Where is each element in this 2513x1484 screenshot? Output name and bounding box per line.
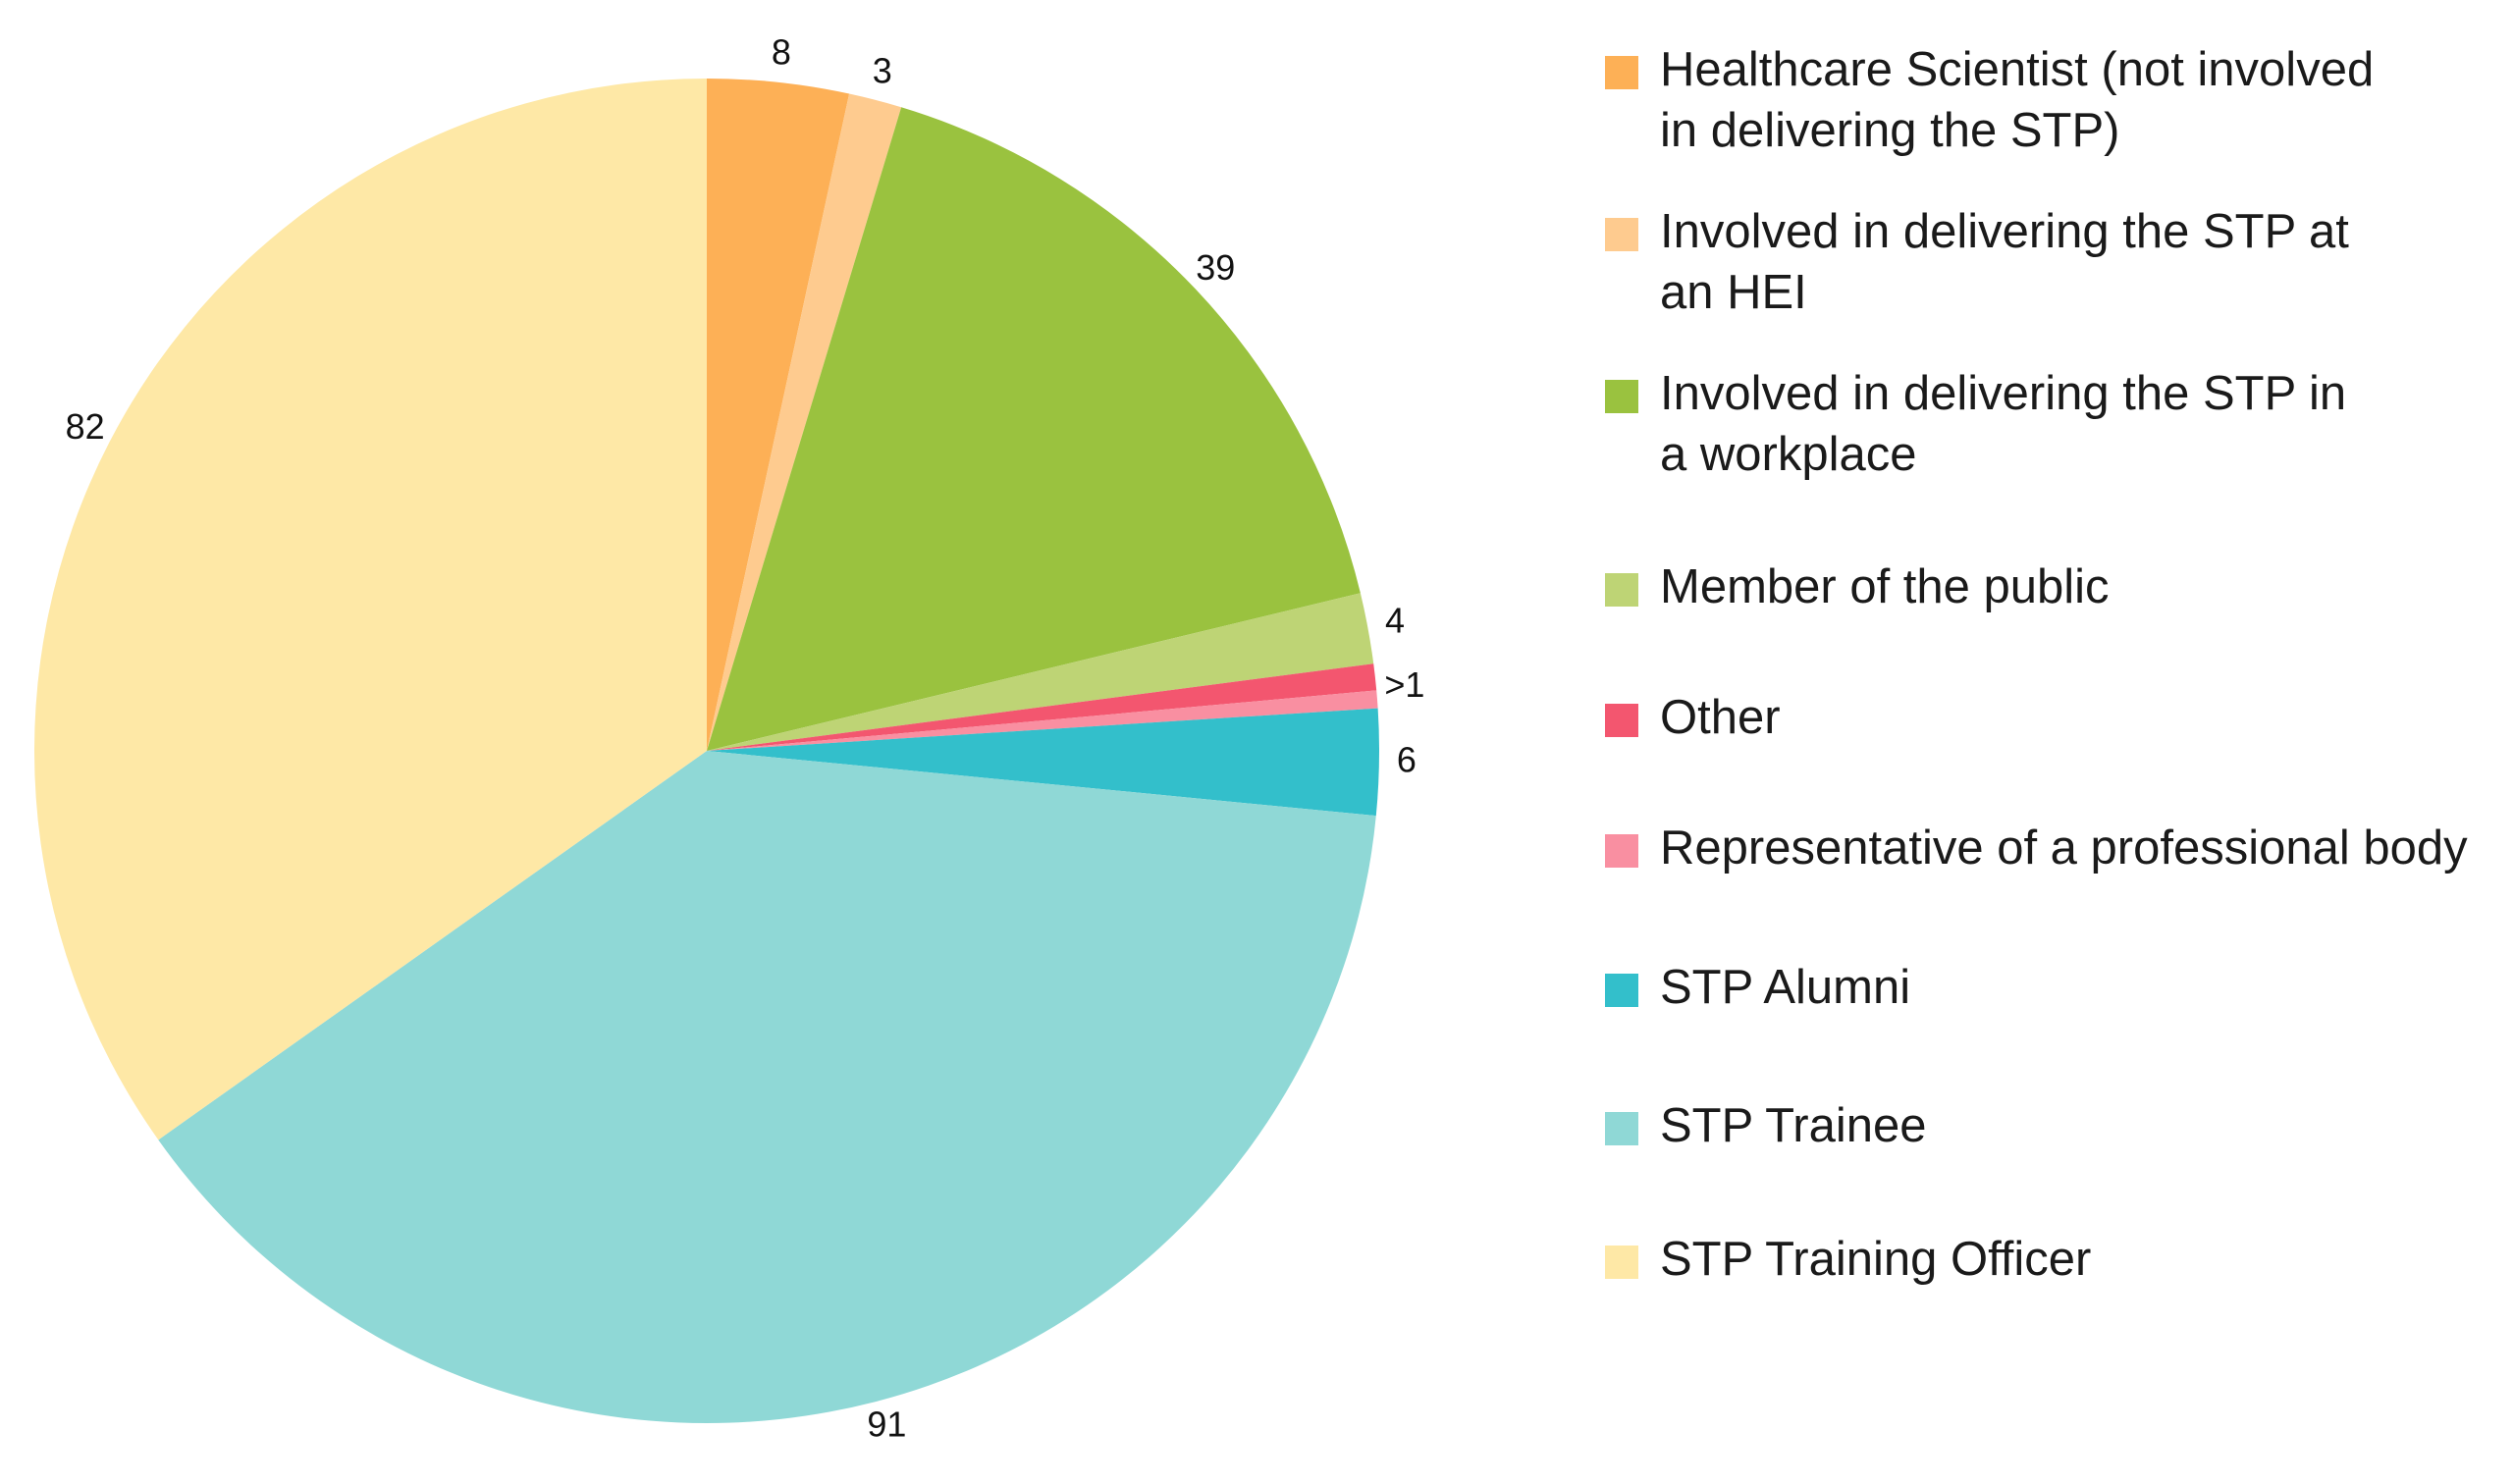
legend-swatch — [1605, 380, 1638, 413]
legend-item-healthcare-scientist: Healthcare Scientist (not involved in de… — [1605, 39, 2374, 161]
data-label-involved-in-delivering-the-stp-at-an-hei: 3 — [873, 50, 892, 90]
legend-swatch — [1605, 1246, 1638, 1279]
legend-label: STP Alumni — [1660, 961, 1911, 1014]
legend-label: Healthcare Scientist (not involved in de… — [1660, 43, 2375, 157]
pie-slice-stp-alumni — [707, 708, 1380, 817]
legend-label: STP Training Officer — [1660, 1233, 2092, 1286]
pie-chart: 8 3 39 4 >1 6 91 82 — [33, 32, 1425, 1445]
legend-item-workplace: Involved in delivering the STP in a work… — [1605, 363, 2346, 485]
legend-item-other: Other — [1605, 687, 1781, 748]
slice-labels: 8 3 39 4 >1 6 91 82 — [66, 32, 1425, 1445]
legend-item-alumni: STP Alumni — [1605, 957, 1910, 1018]
pie-slices — [33, 78, 1380, 1424]
legend-swatch — [1605, 704, 1638, 737]
data-label-member-of-the-public: 4 — [1385, 600, 1405, 640]
data-label-stp-training-officer: 82 — [66, 406, 105, 447]
legend-item-professional-body: Representative of a professional body — [1605, 818, 2468, 878]
legend-swatch — [1605, 56, 1638, 89]
legend-label: Member of the public — [1660, 560, 2110, 613]
data-label-healthcare-scientist-not-involved-in-delivering-the-stp: 8 — [772, 32, 791, 73]
legend-item-training-officer: STP Training Officer — [1605, 1229, 2091, 1290]
pie-slice-involved-in-delivering-the-stp-at-an-hei — [707, 93, 902, 752]
legend-label: Involved in delivering the STP in a work… — [1660, 367, 2347, 481]
pie-slice-representative-of-a-professional-body — [707, 690, 1378, 751]
legend-label: Involved in delivering the STP at an HEI — [1660, 205, 2349, 319]
pie-slice-involved-in-delivering-the-stp-in-a-workplace — [707, 107, 1361, 752]
data-label-representative-of-a-professional-body: >1 — [1384, 664, 1424, 705]
pie-slice-healthcare-scientist-not-involved-in-delivering-the-stp — [707, 79, 850, 751]
legend-label: STP Trainee — [1660, 1099, 1927, 1152]
data-label-stp-alumni: 6 — [1397, 739, 1417, 779]
legend-label: Other — [1660, 691, 1781, 744]
data-label-involved-in-delivering-the-stp-in-a-workplace: 39 — [1196, 247, 1235, 288]
legend-item-public: Member of the public — [1605, 556, 2110, 617]
data-label-stp-trainee: 91 — [867, 1404, 906, 1445]
legend-item-trainee: STP Trainee — [1605, 1095, 1926, 1156]
legend-swatch — [1605, 974, 1638, 1007]
legend-swatch — [1605, 218, 1638, 251]
pie-slice-other — [707, 663, 1377, 751]
legend-swatch — [1605, 573, 1638, 607]
legend-swatch — [1605, 834, 1638, 868]
pie-slice-stp-training-officer — [33, 78, 707, 1140]
legend-item-hei: Involved in delivering the STP at an HEI — [1605, 201, 2349, 323]
legend-swatch — [1605, 1112, 1638, 1145]
pie-slice-member-of-the-public — [707, 593, 1374, 751]
legend-label: Representative of a professional body — [1660, 822, 2468, 874]
pie-slice-stp-trainee — [158, 751, 1376, 1424]
